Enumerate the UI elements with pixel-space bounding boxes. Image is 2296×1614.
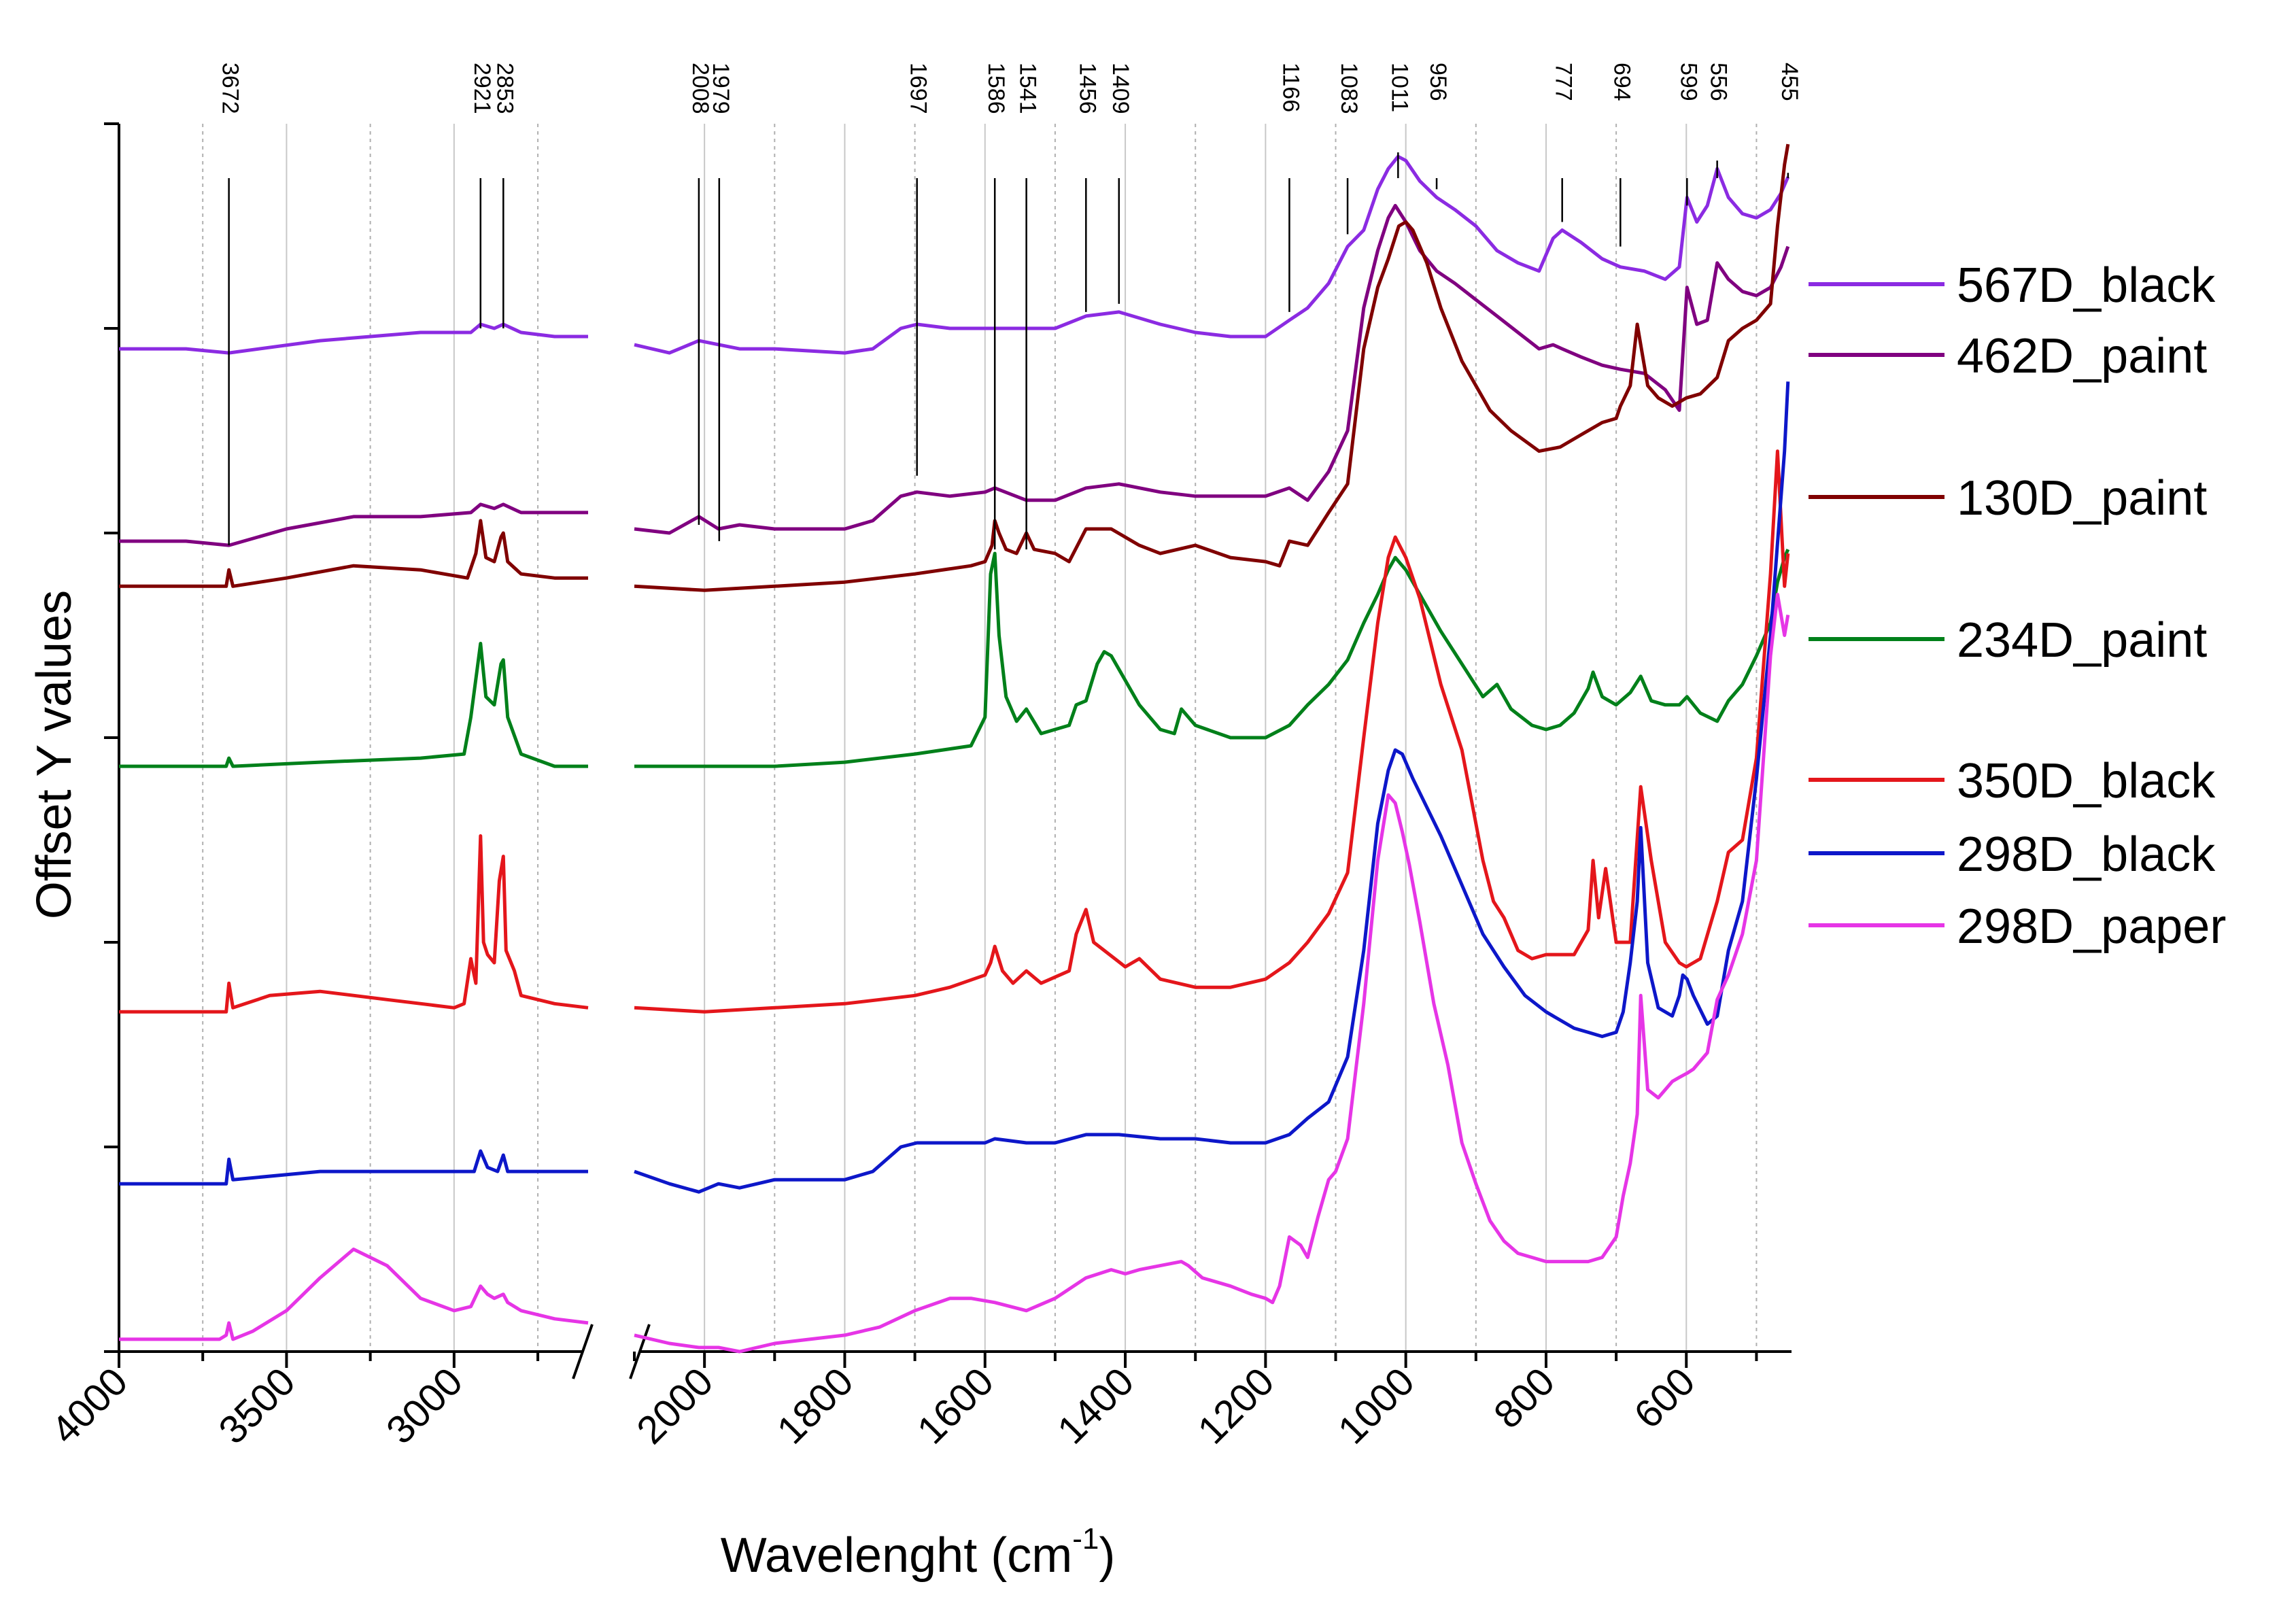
x-axis-title-main: Wavelenght (cm	[721, 1528, 1073, 1583]
series-line-298d-paper-seg2	[634, 592, 1790, 1354]
legend-label: 462D_paint	[1957, 329, 2207, 383]
peak-label: 956	[1425, 63, 1451, 101]
peak-label: 1456	[1074, 63, 1100, 114]
axis-break-slash-2	[629, 1324, 651, 1379]
peak-label: 3672	[218, 63, 243, 114]
legend-label: 567D_black	[1957, 258, 2216, 313]
axis-break-slash-1	[572, 1324, 594, 1379]
series-line-462d-paint-seg2	[634, 203, 1790, 535]
grid-lines	[202, 124, 1758, 1352]
x-tick-label: 1200	[1189, 1359, 1282, 1452]
series-line-567d-black-seg1	[119, 322, 588, 355]
peak-label: 1586	[983, 63, 1009, 114]
x-axis-ticks: 4000 3500 3000 2000 1800 1600 1400 1200 1000 800 6…	[43, 1352, 1758, 1452]
series-line-298d-black-seg2	[634, 381, 1790, 1194]
series-line-567d-black-seg2	[634, 154, 1790, 355]
peak-label: 556	[1706, 63, 1732, 101]
peak-label: 455	[1777, 63, 1802, 101]
peak-label: 2921	[469, 63, 495, 114]
peak-label: 1011	[1386, 63, 1412, 112]
legend: 567D_black 462D_paint 130D_paint 234D_paint…	[1809, 258, 2226, 954]
peak-label: 2853	[492, 63, 517, 114]
series-line-350d-black-seg2	[634, 449, 1790, 1014]
x-tick-label: 1800	[768, 1359, 861, 1452]
peak-label: 1979	[708, 63, 734, 114]
x-tick-label: 3000	[378, 1359, 471, 1452]
x-tick-label: 1600	[909, 1359, 1002, 1452]
series-layer	[119, 143, 1790, 1354]
series-line-350d-black-seg1	[119, 834, 589, 1014]
x-tick-label: 2000	[628, 1359, 721, 1452]
series-line-130d-paint-seg2	[634, 143, 1790, 592]
peak-label: 1541	[1015, 63, 1041, 114]
x-tick-label: 600	[1626, 1359, 1703, 1437]
legend-label: 350D_black	[1957, 754, 2216, 808]
peak-label: 777	[1551, 63, 1577, 101]
peak-label: 1697	[906, 63, 931, 114]
series-line-462d-paint-seg1	[119, 502, 588, 547]
axes	[118, 124, 1792, 1379]
series-line-234d-paint-seg2	[634, 549, 1790, 768]
legend-label: 234D_paint	[1957, 613, 2207, 668]
legend-label: 298D_paper	[1957, 899, 2226, 954]
peak-label: 1409	[1108, 63, 1133, 114]
x-tick-label: 4000	[43, 1359, 136, 1452]
x-tick-label: 3500	[210, 1359, 303, 1452]
peak-label: 2008	[687, 63, 713, 114]
series-line-234d-paint-seg1	[119, 642, 588, 768]
axis-break-mark	[572, 1324, 651, 1379]
series-line-130d-paint-seg1	[119, 519, 588, 588]
series-line-298d-black-seg1	[119, 1149, 588, 1186]
peak-label: 1166	[1278, 63, 1303, 112]
legend-label: 298D_black	[1957, 827, 2216, 882]
peak-label: 1083	[1336, 63, 1362, 114]
x-tick-label: 800	[1486, 1359, 1563, 1437]
y-axis-title: Offset Y values	[27, 590, 82, 919]
series-line-298d-paper-seg1	[119, 1248, 589, 1341]
x-axis-title-end: )	[1099, 1528, 1115, 1583]
peak-label: 599	[1675, 63, 1701, 101]
x-tick-label: 1400	[1049, 1359, 1142, 1452]
peak-label: 694	[1609, 63, 1634, 101]
legend-label: 130D_paint	[1957, 471, 2207, 526]
x-tick-label: 1000	[1330, 1359, 1423, 1452]
y-axis-ticks	[104, 122, 119, 1353]
x-axis-title-sup: -1	[1072, 1522, 1099, 1556]
x-axis-title: Wavelenght (cm-1)	[721, 1522, 1116, 1583]
